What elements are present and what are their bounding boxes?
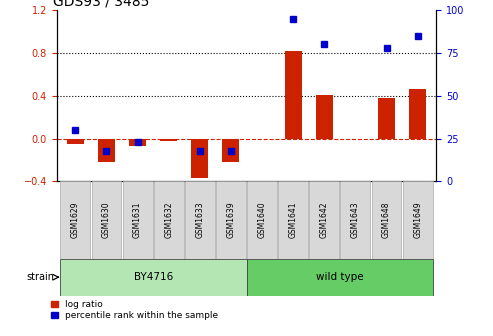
Text: GSM1639: GSM1639 bbox=[226, 202, 236, 239]
Bar bbox=[278, 181, 308, 259]
Bar bbox=[246, 259, 433, 296]
Text: GSM1631: GSM1631 bbox=[133, 202, 142, 238]
Bar bbox=[67, 138, 84, 144]
Text: GSM1630: GSM1630 bbox=[102, 202, 111, 239]
Text: GSM1641: GSM1641 bbox=[289, 202, 298, 238]
Text: GSM1648: GSM1648 bbox=[382, 202, 391, 238]
Text: wild type: wild type bbox=[316, 272, 364, 282]
Text: GSM1633: GSM1633 bbox=[195, 202, 204, 239]
Bar bbox=[185, 181, 215, 259]
Bar bbox=[98, 138, 115, 162]
Text: GSM1629: GSM1629 bbox=[71, 202, 80, 238]
Text: GSM1640: GSM1640 bbox=[257, 202, 267, 239]
Bar bbox=[160, 138, 177, 141]
Text: GSM1649: GSM1649 bbox=[413, 202, 422, 239]
Bar bbox=[378, 98, 395, 138]
Bar bbox=[129, 138, 146, 146]
Text: BY4716: BY4716 bbox=[134, 272, 173, 282]
Bar bbox=[403, 181, 432, 259]
Bar bbox=[222, 138, 240, 162]
Text: GSM1643: GSM1643 bbox=[351, 202, 360, 239]
Bar bbox=[284, 51, 302, 138]
Text: GDS93 / 3485: GDS93 / 3485 bbox=[53, 0, 149, 9]
Bar bbox=[123, 181, 152, 259]
Text: GSM1642: GSM1642 bbox=[320, 202, 329, 238]
Bar bbox=[247, 181, 277, 259]
Bar bbox=[316, 95, 333, 138]
Bar bbox=[216, 181, 246, 259]
Bar bbox=[61, 181, 90, 259]
Legend: log ratio, percentile rank within the sample: log ratio, percentile rank within the sa… bbox=[51, 300, 218, 321]
Bar bbox=[372, 181, 401, 259]
Bar bbox=[60, 259, 246, 296]
Bar bbox=[92, 181, 121, 259]
Bar bbox=[341, 181, 370, 259]
Text: strain: strain bbox=[26, 272, 54, 282]
Text: GSM1632: GSM1632 bbox=[164, 202, 173, 238]
Bar bbox=[191, 138, 209, 178]
Bar bbox=[154, 181, 184, 259]
Bar bbox=[409, 89, 426, 138]
Bar bbox=[309, 181, 339, 259]
